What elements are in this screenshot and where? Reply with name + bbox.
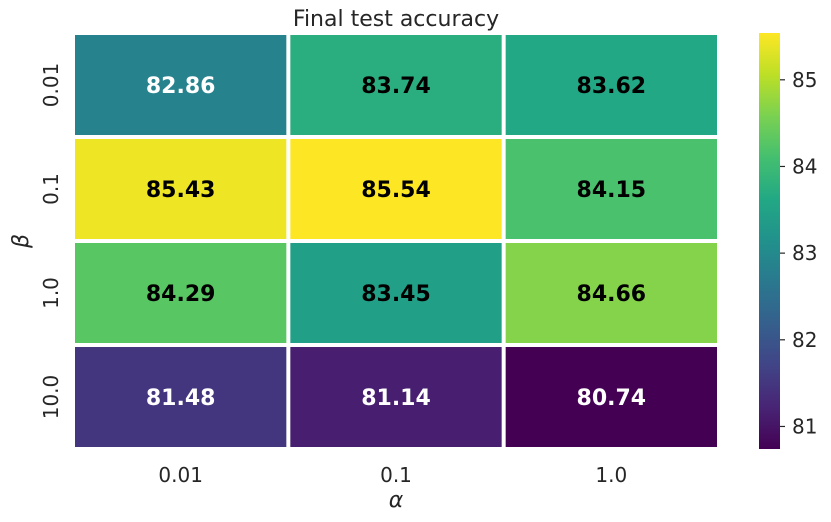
- heatmap-cell: [290, 35, 502, 135]
- heatmap-cell: [505, 35, 717, 135]
- cell-value-label: 82.86: [146, 74, 216, 99]
- x-tick-label: 0.1: [380, 463, 412, 487]
- x-axis-label: α: [389, 488, 404, 513]
- heatmap-cell: [75, 243, 287, 343]
- colorbar-tick-label: 81: [792, 414, 817, 438]
- heatmap-cell: [75, 139, 287, 239]
- y-tick-label: 0.1: [39, 173, 63, 205]
- x-tick-label: 0.01: [158, 463, 203, 487]
- cell-value-label: 85.43: [146, 178, 216, 203]
- heatmap-cell: [75, 35, 287, 135]
- heatmap-cells: [75, 35, 717, 447]
- y-tick-label: 1.0: [39, 277, 63, 309]
- cell-value-label: 81.48: [146, 386, 216, 411]
- chart-title: Final test accuracy: [293, 7, 499, 32]
- y-axis-ticks: 0.01 0.1 1.0 10.0: [39, 63, 63, 420]
- y-axis-label: β: [9, 234, 34, 249]
- heatmap-cell: [290, 347, 502, 447]
- y-tick-label: 0.01: [39, 63, 63, 108]
- colorbar-tick-label: 83: [792, 241, 817, 265]
- x-tick-label: 1.0: [595, 463, 627, 487]
- heatmap-cell: [290, 139, 502, 239]
- heatmap-cell: [290, 243, 502, 343]
- cell-value-label: 83.74: [361, 74, 431, 99]
- cell-value-label: 83.62: [577, 74, 647, 99]
- heatmap-cell: [505, 139, 717, 239]
- colorbar-ticks: 81 82 83 84 85: [780, 68, 817, 438]
- cell-value-label: 81.14: [361, 386, 431, 411]
- colorbar-tick-label: 82: [792, 328, 817, 352]
- colorbar-tick-label: 85: [792, 68, 817, 92]
- cell-value-label: 83.45: [361, 282, 431, 307]
- cell-value-label: 85.54: [361, 178, 431, 203]
- cell-value-label: 84.66: [577, 282, 647, 307]
- heatmap-cell: [505, 347, 717, 447]
- y-tick-label: 10.0: [39, 375, 63, 420]
- colorbar-tick-label: 84: [792, 154, 817, 178]
- heatmap-cell: [505, 243, 717, 343]
- x-axis-ticks: 0.01 0.1 1.0: [158, 463, 627, 487]
- cell-value-label: 84.15: [577, 178, 647, 203]
- heatmap-cell: [75, 347, 287, 447]
- heatmap-cell-labels: 82.86 83.74 83.62 85.43 85.54 84.15 84.29 83.45…: [146, 74, 646, 411]
- cell-value-label: 84.29: [146, 282, 216, 307]
- cell-value-label: 80.74: [577, 386, 647, 411]
- colorbar: [759, 33, 780, 449]
